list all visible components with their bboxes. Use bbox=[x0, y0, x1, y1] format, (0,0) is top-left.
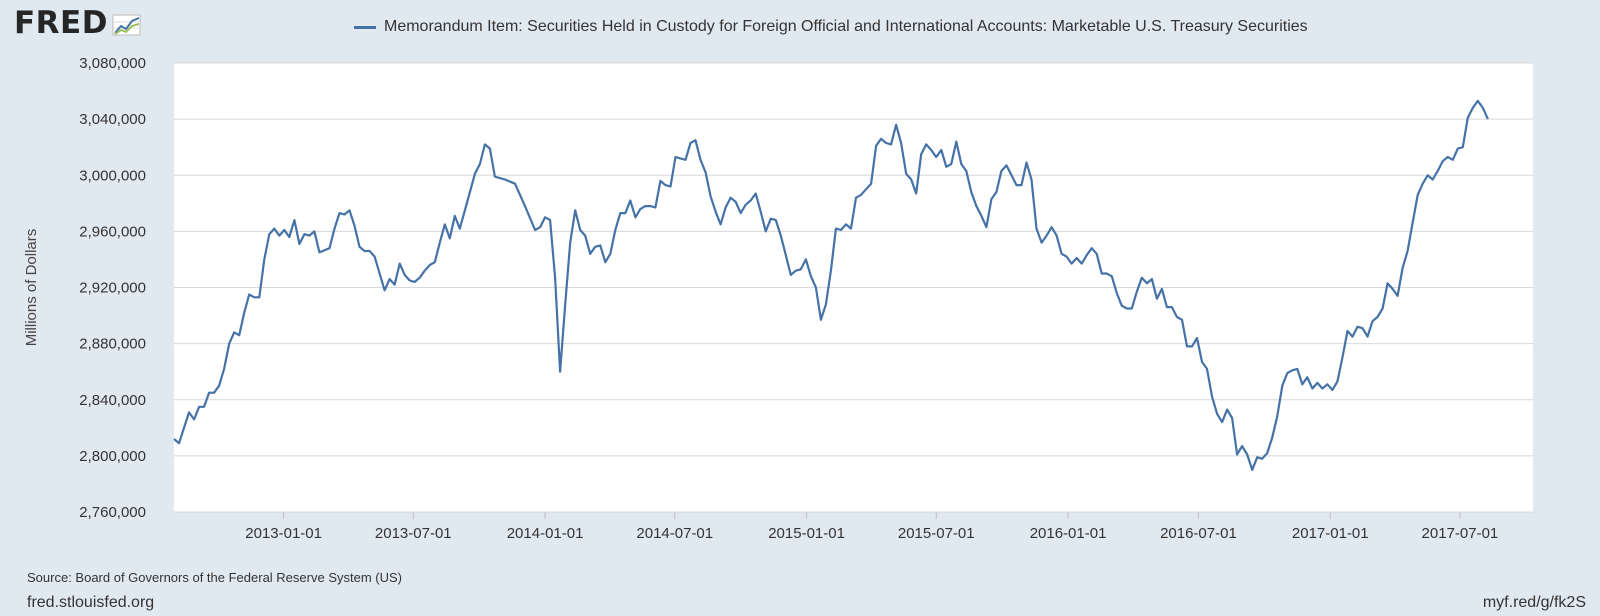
x-axis: 2013-01-01 2013-07-01 2014-01-01 2014-07-01… bbox=[245, 512, 1498, 542]
y-axis: 2,760,000 2,800,000 2,840,000 2,880,000 2,92… bbox=[79, 55, 146, 521]
x-tick-label: 2015-01-01 bbox=[768, 525, 845, 542]
y-tick-label: 2,840,000 bbox=[79, 392, 146, 409]
x-tick-label: 2013-07-01 bbox=[375, 525, 452, 542]
y-axis-label: Millions of Dollars bbox=[23, 229, 40, 347]
series-line[interactable] bbox=[173, 99, 1489, 471]
site-link[interactable]: fred.stlouisfed.org bbox=[27, 594, 155, 611]
x-tick-label: 2017-07-01 bbox=[1422, 525, 1499, 542]
logo-text: FRED bbox=[14, 5, 108, 41]
y-tick-label: 2,960,000 bbox=[79, 223, 146, 240]
y-tick-label: 2,800,000 bbox=[79, 448, 146, 465]
y-tick-label: 3,000,000 bbox=[79, 167, 146, 184]
y-tick-label: 2,760,000 bbox=[79, 504, 146, 521]
gridlines bbox=[174, 62, 1533, 513]
x-tick-label: 2016-07-01 bbox=[1160, 525, 1237, 542]
short-url-link[interactable]: myf.red/g/fk2S bbox=[1482, 594, 1586, 611]
y-tick-label: 3,080,000 bbox=[79, 55, 146, 72]
x-tick-label: 2013-01-01 bbox=[245, 525, 322, 542]
x-tick-label: 2015-07-01 bbox=[898, 525, 975, 542]
chart-legend[interactable]: Memorandum Item: Securities Held in Cust… bbox=[354, 18, 1308, 36]
legend-label: Memorandum Item: Securities Held in Cust… bbox=[384, 18, 1308, 35]
y-tick-label: 3,040,000 bbox=[79, 111, 146, 128]
fred-logo[interactable]: FRED bbox=[14, 8, 142, 39]
x-tick-label: 2016-01-01 bbox=[1030, 525, 1107, 542]
y-tick-label: 2,920,000 bbox=[79, 280, 146, 297]
x-tick-label: 2014-01-01 bbox=[507, 525, 584, 542]
legend-swatch bbox=[354, 25, 376, 29]
line-chart[interactable]: 2,760,000 2,800,000 2,840,000 2,880,000 2,92… bbox=[0, 0, 1600, 560]
x-tick-label: 2014-07-01 bbox=[636, 525, 713, 542]
x-tick-label: 2017-01-01 bbox=[1292, 525, 1369, 542]
y-tick-label: 2,880,000 bbox=[79, 336, 146, 353]
chart-logo-icon bbox=[112, 14, 141, 35]
source-note: Source: Board of Governors of the Federa… bbox=[27, 570, 402, 585]
